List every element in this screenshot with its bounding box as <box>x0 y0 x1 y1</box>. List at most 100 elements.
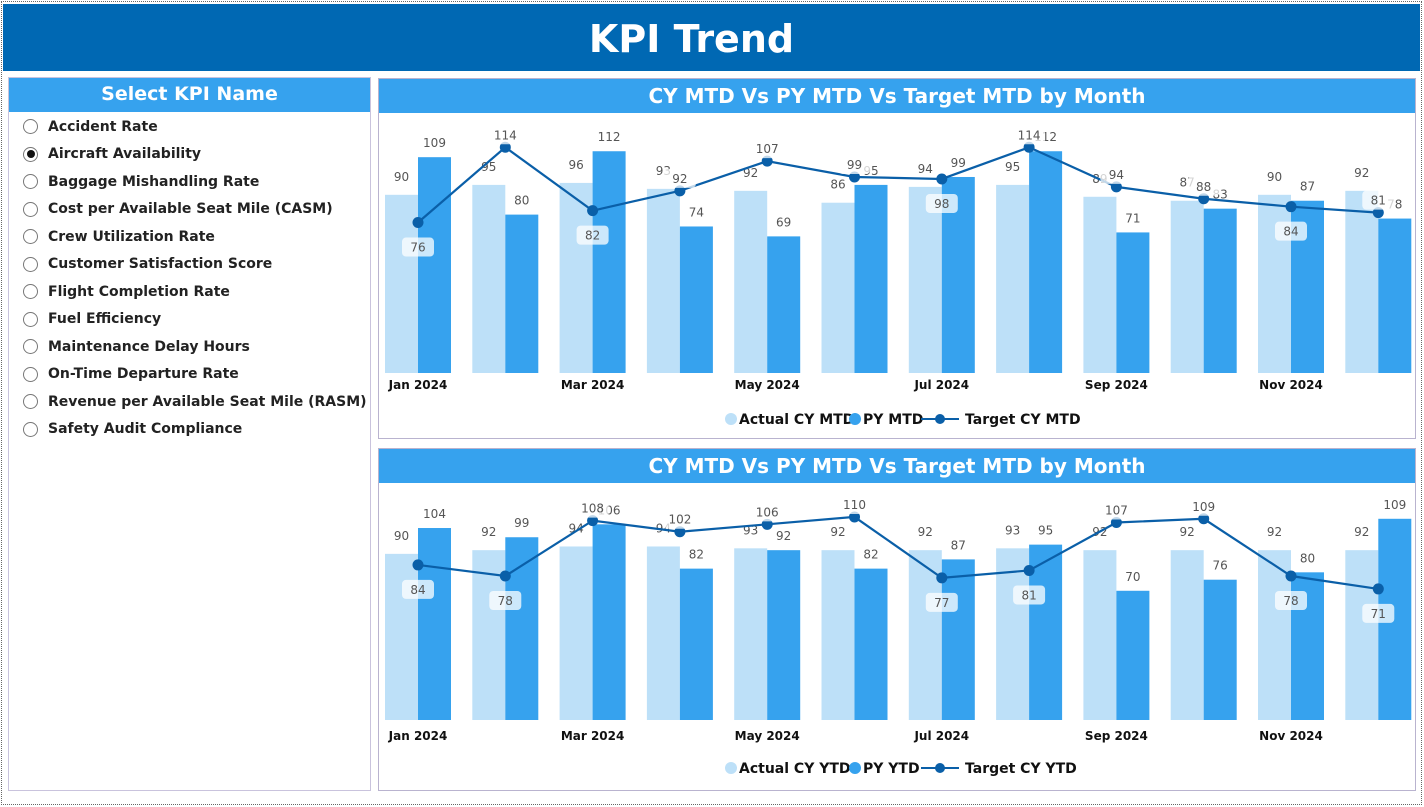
actual-bar <box>1258 550 1291 720</box>
radio-button-icon[interactable] <box>23 421 38 437</box>
py-data-label: 112 <box>598 130 621 144</box>
py-bar <box>854 184 888 373</box>
target-data-label: 94 <box>1109 168 1124 182</box>
target-label-box <box>1275 591 1307 611</box>
actual-bar <box>1258 194 1291 373</box>
actual-data-label: 92 <box>1354 525 1369 539</box>
radio-button-icon[interactable] <box>23 394 38 410</box>
target-data-label: 114 <box>1018 128 1041 142</box>
target-data-label: 81 <box>1371 194 1386 208</box>
legend-py-label: PY YTD <box>863 761 920 777</box>
target-data-label: 82 <box>585 229 600 243</box>
py-data-label: 109 <box>1383 498 1406 512</box>
py-bar <box>1116 590 1150 720</box>
py-bar <box>767 550 801 720</box>
kpi-option[interactable]: Baggage Mishandling Rate <box>9 168 370 196</box>
kpi-option-label: Safety Audit Compliance <box>48 421 243 438</box>
target-point <box>1198 193 1210 205</box>
actual-bar <box>385 194 418 373</box>
radio-button-icon[interactable] <box>23 119 38 135</box>
target-point <box>674 185 686 197</box>
target-point <box>499 570 511 582</box>
x-tick-label: Jan 2024 <box>388 729 448 743</box>
kpi-option[interactable]: Safety Audit Compliance <box>9 416 370 444</box>
target-data-label: 107 <box>756 142 779 156</box>
target-label-box <box>576 498 609 518</box>
target-line <box>417 515 1379 591</box>
target-point <box>1110 181 1122 193</box>
x-tick-label: Nov 2024 <box>1259 378 1323 392</box>
radio-button-icon[interactable] <box>23 311 38 327</box>
py-bar <box>1029 151 1063 373</box>
actual-bar <box>646 546 680 720</box>
actual-bar <box>1170 550 1204 720</box>
py-bar <box>1378 218 1412 373</box>
target-point <box>412 559 424 571</box>
kpi-option-label: Maintenance Delay Hours <box>48 338 250 355</box>
kpi-option[interactable]: Maintenance Delay Hours <box>9 333 370 361</box>
py-data-label: 109 <box>423 136 446 150</box>
actual-data-label: 92 <box>830 525 845 539</box>
actual-data-label: 96 <box>568 158 583 172</box>
radio-button-icon[interactable] <box>23 366 38 382</box>
target-data-label: 114 <box>494 128 517 142</box>
legend-target-icon <box>935 414 945 424</box>
actual-bar <box>734 190 768 373</box>
radio-button-icon[interactable] <box>23 284 38 300</box>
kpi-option[interactable]: Flight Completion Rate <box>9 278 370 306</box>
x-tick-label: Jan 2024 <box>388 378 448 392</box>
py-data-label: 74 <box>689 205 704 219</box>
target-label-box <box>489 125 522 145</box>
legend-target-label: Target CY MTD <box>965 412 1081 428</box>
py-data-label: 76 <box>1213 559 1228 573</box>
radio-button-icon[interactable] <box>23 256 38 272</box>
target-point <box>849 511 860 523</box>
kpi-option[interactable]: Crew Utilization Rate <box>9 223 370 251</box>
radio-button-icon[interactable] <box>23 339 38 355</box>
target-point <box>761 155 773 167</box>
actual-data-label: 86 <box>830 178 845 192</box>
kpi-option[interactable]: Customer Satisfaction Score <box>9 251 370 279</box>
target-label-box <box>489 591 522 611</box>
x-tick-label: Jul 2024 <box>913 729 969 743</box>
kpi-option[interactable]: On-Time Departure Rate <box>9 361 370 389</box>
legend-actual-icon <box>725 762 737 774</box>
py-bar <box>941 559 975 720</box>
kpi-option[interactable]: Aircraft Availability <box>9 141 370 169</box>
target-data-label: 78 <box>1283 594 1298 608</box>
kpi-option-label: Crew Utilization Rate <box>48 228 215 245</box>
py-data-label: 87 <box>1300 180 1315 194</box>
target-data-label: 92 <box>672 172 687 186</box>
kpi-option[interactable]: Accident Rate <box>9 113 370 141</box>
kpi-option-label: Cost per Available Seat Mile (CASM) <box>48 201 333 218</box>
radio-button-icon[interactable] <box>23 146 38 162</box>
target-label-box <box>1100 164 1133 184</box>
target-label-box <box>925 592 958 612</box>
legend-py-icon <box>849 413 861 425</box>
kpi-option-label: Baggage Mishandling Rate <box>48 173 260 190</box>
x-tick-label: Mar 2024 <box>561 729 625 743</box>
legend-py-label: PY MTD <box>863 412 923 428</box>
py-bar <box>1203 208 1237 373</box>
radio-button-icon[interactable] <box>23 229 38 245</box>
target-point <box>1023 564 1035 576</box>
py-data-label: 70 <box>1125 570 1140 584</box>
kpi-option-label: Revenue per Available Seat Mile (RASM) <box>48 393 367 410</box>
py-bar <box>505 537 539 720</box>
py-data-label: 80 <box>514 194 529 208</box>
actual-data-label: 94 <box>918 162 933 176</box>
py-data-label: 82 <box>863 548 878 562</box>
target-data-label: 81 <box>1021 588 1036 602</box>
radio-button-icon[interactable] <box>23 201 38 217</box>
kpi-option[interactable]: Revenue per Available Seat Mile (RASM) <box>9 388 370 416</box>
kpi-option-label: Accident Rate <box>48 118 158 135</box>
actual-bar <box>1083 196 1117 373</box>
kpi-option[interactable]: Cost per Available Seat Mile (CASM) <box>9 196 370 224</box>
radio-button-icon[interactable] <box>23 174 38 190</box>
kpi-option[interactable]: Fuel Efficiency <box>9 306 370 334</box>
target-point <box>1372 207 1384 219</box>
actual-bar <box>1345 550 1379 720</box>
target-point <box>1285 570 1297 582</box>
target-point <box>499 141 511 153</box>
actual-bar <box>821 550 855 720</box>
